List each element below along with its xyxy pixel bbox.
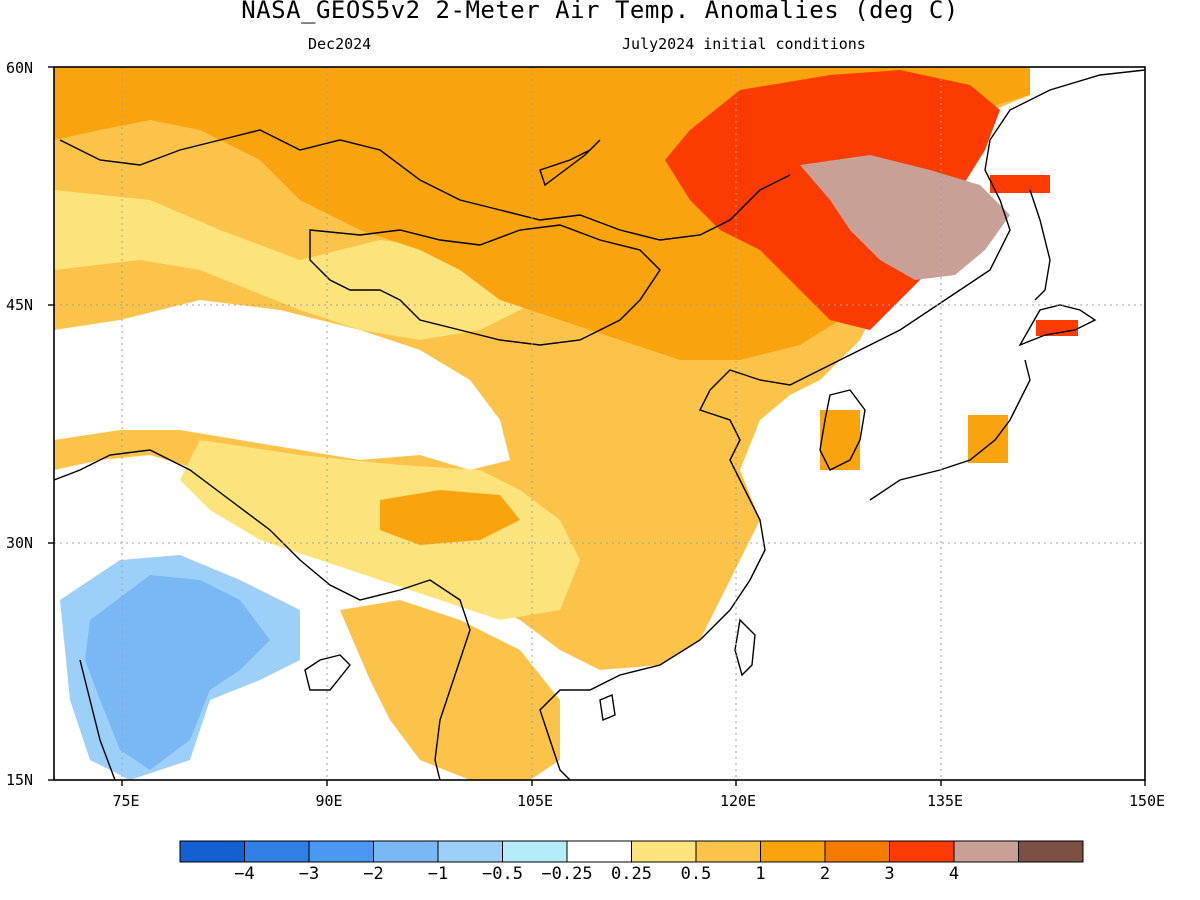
colorbar-label: 3 — [884, 864, 895, 884]
colorbar-swatch — [244, 840, 310, 863]
colorbar-label: −4 — [234, 864, 255, 884]
colorbar-swatch — [824, 840, 890, 863]
tick-marks — [48, 66, 1146, 786]
colorbar-swatch — [179, 840, 245, 863]
map-title: NASA_GEOS5v2 2-Meter Air Temp. Anomalies… — [241, 0, 959, 24]
map-frame — [53, 66, 1146, 781]
colorbar-swatch — [502, 840, 568, 863]
colorbar-swatch — [308, 840, 374, 863]
colorbar-label: −0.25 — [541, 864, 593, 884]
anomaly-region-west-light — [54, 190, 560, 340]
colorbar-label: −3 — [298, 864, 320, 884]
colorbar-swatch — [373, 840, 439, 863]
colorbar-label: 0.5 — [680, 864, 712, 884]
colorbar-swatch — [1018, 840, 1084, 863]
graticule — [54, 67, 1145, 780]
initial-conditions: July2024 initial conditions — [622, 35, 866, 53]
colorbar-label: 4 — [948, 864, 960, 884]
anomaly-region-amur — [800, 155, 1010, 280]
lat-label-30n: 30N — [6, 534, 34, 552]
colorbar-swatch — [631, 840, 697, 863]
colorbar-label: −2 — [363, 864, 384, 884]
lon-label-105e: 105E — [516, 792, 554, 810]
lat-label-15n: 15N — [6, 771, 34, 789]
colorbar-label: −1 — [427, 864, 449, 884]
colorbar-swatch — [889, 840, 955, 863]
anomaly-region-india-blue — [85, 575, 270, 770]
colorbar-swatch — [695, 840, 761, 863]
anomaly-region-sakhalin — [990, 175, 1050, 193]
anomaly-region-hokkaido — [1036, 320, 1078, 336]
lat-label-60n: 60N — [6, 59, 34, 77]
forecast-month: Dec2024 — [308, 35, 372, 53]
anomaly-region-tibet-white — [54, 300, 510, 470]
colorbar-swatch — [566, 840, 632, 863]
anomaly-region-japan — [968, 415, 1008, 463]
colorbar-swatch — [437, 840, 503, 863]
colorbar-label: 0.25 — [611, 864, 652, 884]
colorbar — [179, 840, 1084, 863]
colorbar-label: 1 — [755, 864, 766, 884]
lon-label-150e: 150E — [1128, 792, 1166, 810]
colorbar-label: 2 — [819, 864, 831, 884]
anomaly-region-korea — [820, 410, 860, 470]
colorbar-label: −0.5 — [482, 864, 523, 884]
lon-label-120e: 120E — [719, 792, 757, 810]
colorbar-swatch — [760, 840, 826, 863]
lon-label-135e: 135E — [926, 792, 964, 810]
coastlines — [54, 69, 1145, 780]
anomaly-region-central-dark — [380, 490, 520, 545]
lon-label-90e: 90E — [315, 792, 343, 810]
lat-label-45n: 45N — [6, 296, 34, 314]
colorbar-swatch — [953, 840, 1019, 863]
lon-label-75e: 75E — [112, 792, 140, 810]
